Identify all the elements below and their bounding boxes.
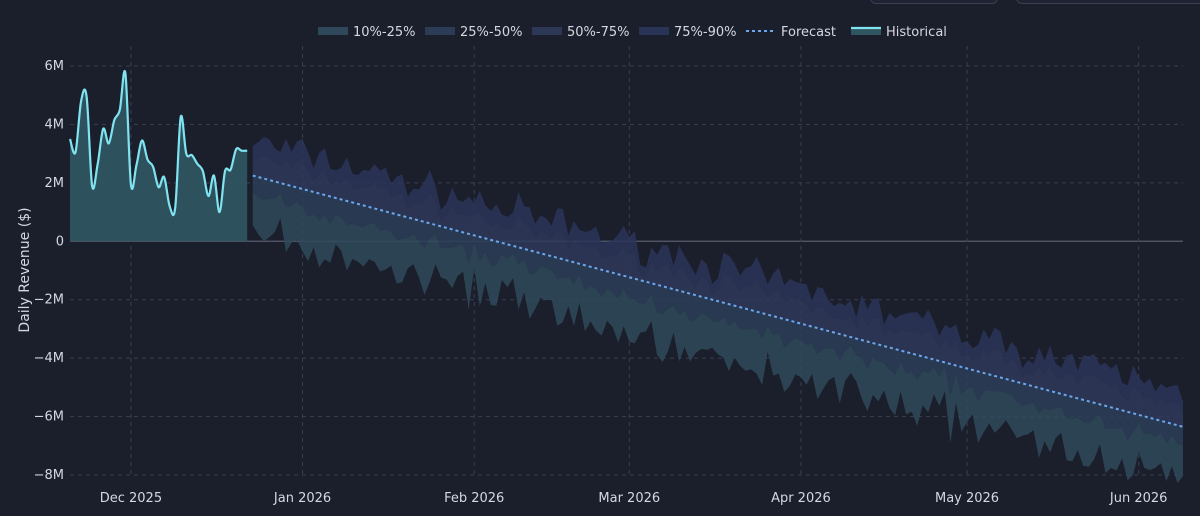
legend-swatch (318, 27, 348, 35)
legend-swatch (532, 27, 562, 35)
legend-item[interactable]: Forecast (746, 25, 836, 40)
legend-label: Forecast (781, 25, 836, 40)
x-tick-label: Mar 2026 (598, 491, 660, 506)
band-75-90 (252, 137, 1183, 414)
legend-item[interactable]: 50%-75% (532, 25, 629, 40)
legend[interactable]: 10%-25% 25%-50% 50%-75% 75%-90% Forecast Hist… (318, 25, 947, 40)
x-tick-label: Feb 2026 (444, 491, 504, 506)
forecast-line (252, 174, 1184, 428)
y-tick-label: 4M (45, 117, 65, 132)
legend-label: 10%-25% (353, 25, 415, 40)
x-tick-label: May 2026 (935, 491, 999, 506)
legend-swatch (639, 27, 669, 35)
x-axis-ticks: Dec 2025 Jan 2026 Feb 2026 Mar 2026 Apr 2026… (100, 491, 1168, 506)
legend-label: 75%-90% (674, 25, 736, 40)
legend-item[interactable]: Historical (851, 25, 947, 40)
y-tick-label: 6M (45, 59, 65, 74)
historical-area (70, 70, 248, 242)
legend-swatch (851, 27, 881, 35)
forecast-series (252, 174, 1184, 428)
legend-item[interactable]: 10%-25% (318, 25, 415, 40)
y-axis-title: Daily Revenue ($) (17, 207, 33, 332)
y-tick-label: −8M (34, 468, 64, 483)
y-axis-ticks: 6M 4M 2M 0 −2M −4M −6M −8M (34, 59, 64, 483)
x-tick-label: Jan 2026 (273, 491, 331, 506)
legend-label: Historical (886, 25, 947, 40)
y-tick-label: 0 (56, 234, 64, 249)
y-tick-label: −4M (34, 351, 64, 366)
legend-item[interactable]: 75%-90% (639, 25, 736, 40)
band-25-50 (252, 175, 1183, 446)
y-tick-label: 2M (45, 176, 65, 191)
band-50-75 (252, 155, 1183, 427)
y-tick-label: −6M (34, 410, 64, 425)
x-tick-label: Dec 2025 (100, 491, 162, 506)
legend-swatch (425, 27, 455, 35)
historical-series (68, 69, 248, 242)
legend-label: 50%-75% (567, 25, 629, 40)
y-tick-label: −2M (34, 293, 64, 308)
x-tick-label: Jun 2026 (1109, 491, 1168, 506)
historical-line (68, 69, 248, 217)
legend-item[interactable]: 25%-50% (425, 25, 522, 40)
band-10-25 (252, 192, 1183, 483)
legend-label: 25%-50% (460, 25, 522, 40)
x-tick-label: Apr 2026 (771, 491, 831, 506)
forecast-bands (252, 137, 1183, 483)
